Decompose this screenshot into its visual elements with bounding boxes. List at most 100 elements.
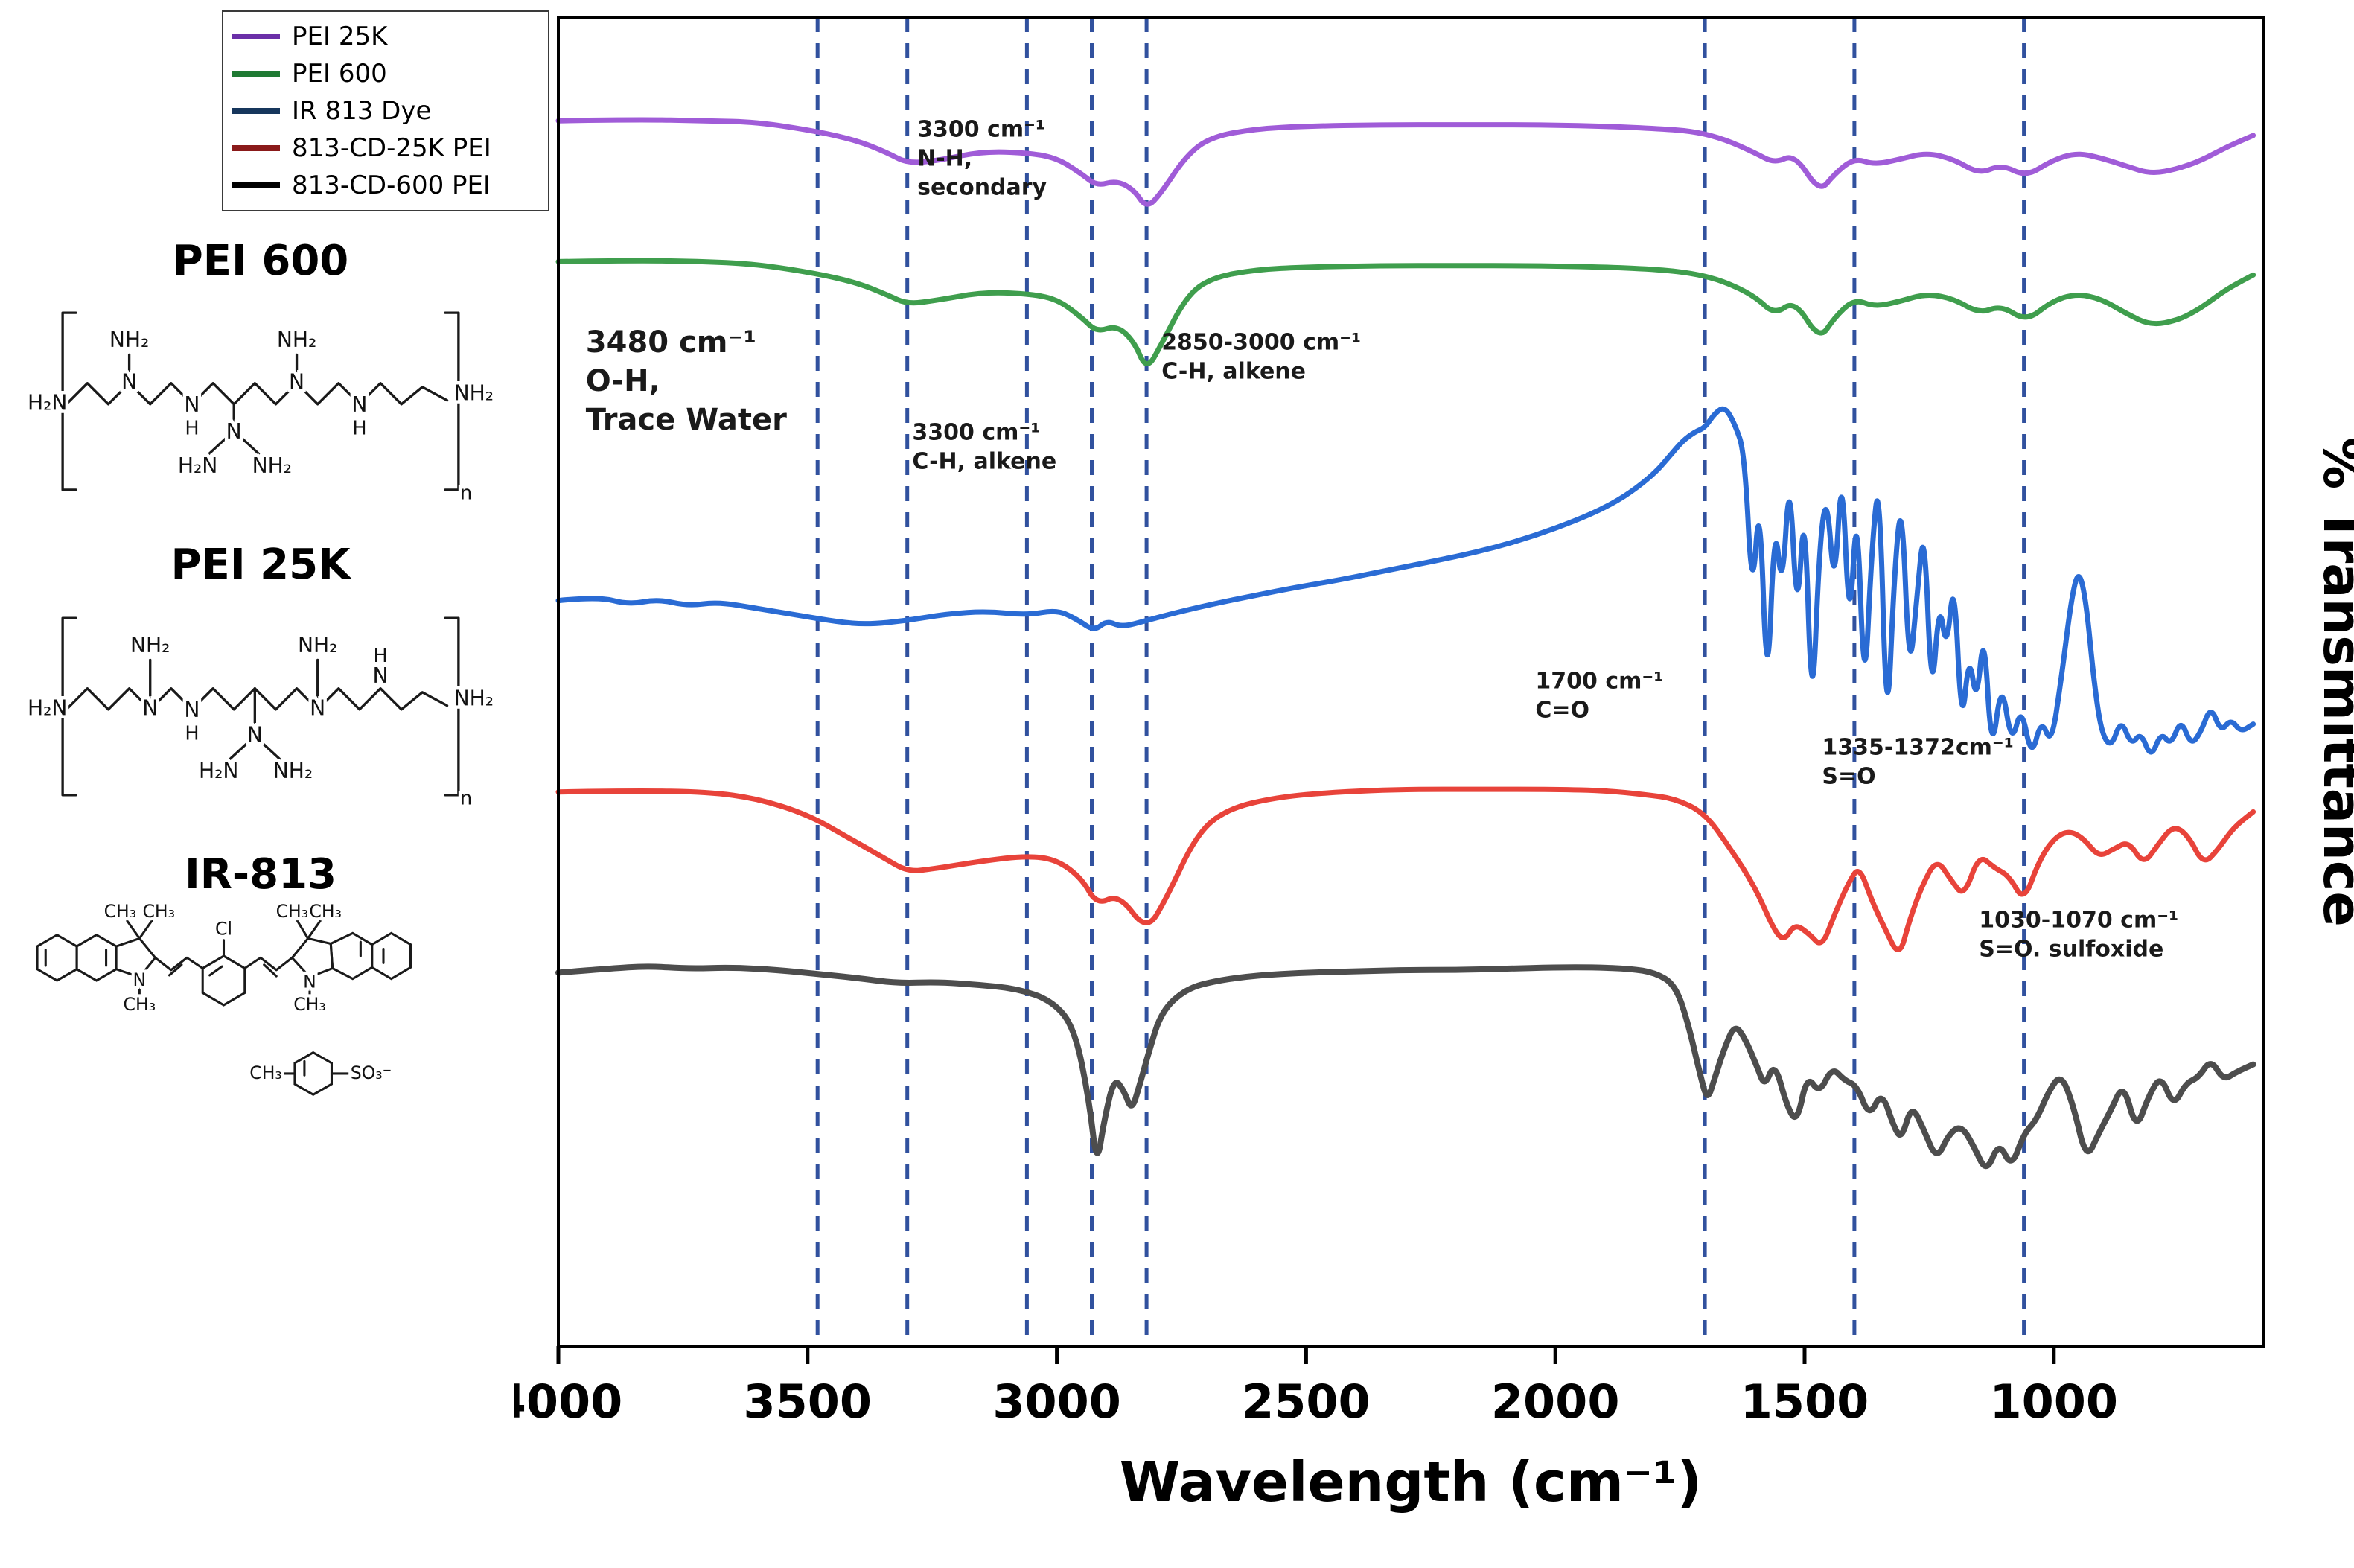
x-axis-title: Wavelength (cm⁻¹) xyxy=(1120,1450,1702,1514)
x-tick-label: 1500 xyxy=(1741,1374,1869,1429)
spectra-plot-svg: 4000 3500 3000 2500 2000 1500 1000 Wavelength (… xyxy=(494,16,2354,1514)
bracket-left xyxy=(61,616,77,797)
legend-color-swatch xyxy=(232,182,280,188)
naphthalene-ring xyxy=(371,931,412,981)
methine-chain-bond xyxy=(243,956,293,972)
legend-item: 813-CD-600 PEI xyxy=(232,167,539,204)
atom-label: NH₂ xyxy=(454,381,494,406)
x-tick-label: 2000 xyxy=(1491,1374,1620,1429)
legend-item-label: 813-CD-600 PEI xyxy=(292,170,491,200)
atom-label: H₂N xyxy=(28,696,67,721)
naphthalene-ring xyxy=(75,933,118,982)
atom-label: N xyxy=(133,969,147,990)
atom-label: CH₃ xyxy=(142,901,175,922)
atom-label: N xyxy=(121,369,137,394)
bracket-left xyxy=(61,311,77,491)
double-bond-tick xyxy=(208,965,223,977)
structure-drawing-ir813: CH₃ CH₃ N CH₃ Cl CH₃ CH₃ N CH₃ CH₃ SO₃⁻ xyxy=(36,898,412,1096)
branch-bond xyxy=(229,687,281,760)
atom-label: N xyxy=(289,369,304,394)
atom-label: N xyxy=(184,392,200,417)
structure-title-pei25k: PEI 25K xyxy=(170,541,351,589)
structure-drawing-pei25k: H₂N N NH₂ N H N H₂N NH₂ N NH₂ N H NH₂ n xyxy=(24,616,497,813)
atom-label: NH₂ xyxy=(454,686,494,711)
repeat-subscript: n xyxy=(460,788,472,810)
legend-color-swatch xyxy=(232,108,280,114)
spectrum-813-cd-25k-pei xyxy=(555,786,2256,952)
tosylate-ring xyxy=(293,1051,333,1096)
atom-label: NH₂ xyxy=(277,328,316,352)
atom-label: CH₃ xyxy=(249,1062,282,1083)
atom-label: H xyxy=(352,418,366,440)
atom-label: N xyxy=(184,698,200,722)
legend-item: PEI 600 xyxy=(232,55,539,92)
legend-item-label: PEI 600 xyxy=(292,59,387,89)
repeat-subscript: n xyxy=(460,482,472,505)
y-axis-title: % Transmittance xyxy=(2312,437,2354,927)
legend-item-label: PEI 25K xyxy=(292,22,388,51)
atom-label: H xyxy=(185,418,199,440)
ftir-spectra-chart: 4000 3500 3000 2500 2000 1500 1000 Wavelength (… xyxy=(494,6,2354,1564)
methine-chain-bond xyxy=(154,956,204,972)
peak-annotation: 1335-1372cm⁻¹ S=O xyxy=(1822,735,2013,790)
atom-label: CH₃ xyxy=(276,901,309,922)
x-tick-label: 3500 xyxy=(744,1374,873,1429)
naphthalene-ring xyxy=(36,933,78,982)
atom-label: SO₃⁻ xyxy=(351,1062,392,1083)
x-tick-label: 3000 xyxy=(992,1374,1121,1429)
double-bond-tick xyxy=(263,963,278,978)
atom-label: N xyxy=(373,663,389,688)
atom-label: N xyxy=(351,392,367,417)
x-tick-label: 1000 xyxy=(1990,1374,2119,1429)
atom-label: CH₃ xyxy=(124,994,156,1015)
branch-bond xyxy=(208,403,261,455)
atom-label: H₂N xyxy=(28,391,67,415)
x-tick-label: 4000 xyxy=(514,1374,622,1429)
spectrum-pei-600 xyxy=(555,258,2256,366)
x-tick-label: 2500 xyxy=(1242,1374,1371,1429)
atom-label: N xyxy=(303,971,316,992)
peak-annotation: 2850-3000 cm⁻¹ C-H, alkene xyxy=(1161,329,1361,384)
peak-annotation: 1700 cm⁻¹ C=O xyxy=(1535,668,1663,723)
atom-label: N xyxy=(247,722,263,747)
atom-label: N xyxy=(226,419,242,444)
atom-label: H₂N xyxy=(178,453,217,478)
atom-label: NH₂ xyxy=(130,633,170,657)
legend-box: PEI 25K PEI 600 IR 813 Dye 813-CD-25K PE… xyxy=(222,10,549,211)
legend-color-swatch xyxy=(232,71,280,77)
aromatic-inner-bond xyxy=(359,940,385,964)
atom-label: N xyxy=(310,696,325,721)
bracket-right xyxy=(444,616,460,797)
structure-title-ir813: IR-813 xyxy=(184,850,337,899)
structure-drawing-pei600: H₂N N NH₂ N H N H₂N NH₂ N NH₂ N H NH₂ n xyxy=(24,311,497,508)
legend-item: 813-CD-25K PEI xyxy=(232,130,539,167)
peak-annotation: 3300 cm⁻¹ C-H, alkene xyxy=(912,420,1056,475)
atom-label: NH₂ xyxy=(273,759,313,783)
atom-label: H xyxy=(373,645,387,667)
gem-dimethyl-bond xyxy=(296,920,322,940)
legend-item: PEI 25K xyxy=(232,18,539,55)
spectrum-813-cd-600-pei xyxy=(555,963,2256,1170)
plot-border xyxy=(557,16,2265,1348)
cyclohexene-ring xyxy=(201,954,246,1007)
atom-label: NH₂ xyxy=(252,453,292,478)
atom-label: CH₃ xyxy=(104,901,137,922)
atom-label: N xyxy=(142,696,158,721)
atom-label: H₂N xyxy=(199,759,238,783)
legend-item-label: 813-CD-25K PEI xyxy=(292,133,491,163)
peak-annotation: 1030-1070 cm⁻¹ S=O. sulfoxide xyxy=(1979,908,2178,963)
legend-item: IR 813 Dye xyxy=(232,92,539,130)
atom-label: CH₃ xyxy=(293,994,326,1015)
atom-label: NH₂ xyxy=(298,633,337,657)
structure-title-pei600: PEI 600 xyxy=(172,237,349,285)
spectrum-pei-25k xyxy=(555,117,2256,207)
gem-dimethyl-bond xyxy=(126,920,153,940)
atom-label: NH₂ xyxy=(109,328,149,352)
spectrum-ir-813-dye xyxy=(555,406,2256,755)
atom-label: CH₃ xyxy=(309,901,342,922)
peak-annotation: 3300 cm⁻¹ N-H, secondary xyxy=(917,117,1047,201)
peak-annotation: 3480 cm⁻¹ O-H, Trace Water xyxy=(586,325,787,437)
legend-color-swatch xyxy=(232,34,280,39)
naphthalene-ring xyxy=(329,931,374,981)
backbone-bond xyxy=(65,687,449,711)
